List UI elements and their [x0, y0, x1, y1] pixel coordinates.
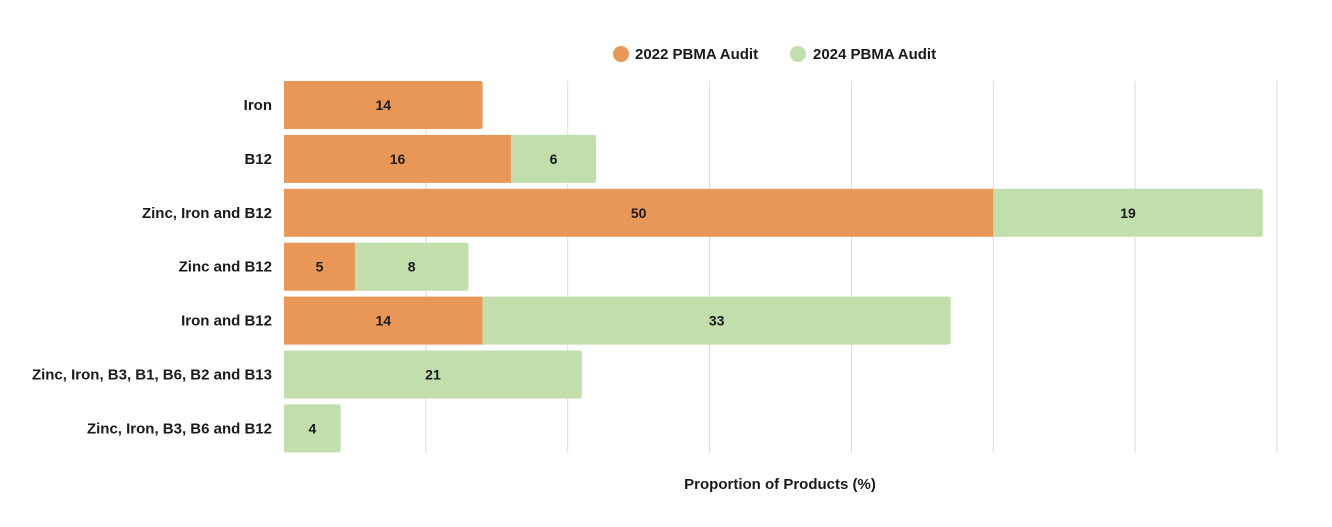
bar-2024-zinc-iron-and-b12[interactable] [993, 188, 1263, 237]
category-labels: Iron B12 Zinc, Iron and B12 Zinc and B12 Iro… [32, 97, 272, 437]
value-label-2024-zinc-iron-and-b12: 19 [1120, 205, 1136, 221]
value-label-2022-iron: 14 [376, 97, 392, 113]
value-label-2022-b12: 16 [390, 151, 406, 167]
category-label-zinc-iron-b3-b1-b6-b2-and-b13: Zinc, Iron, B3, B1, B6, B2 and B13 [32, 367, 272, 384]
legend: 2022 PBMA Audit 2024 PBMA Audit [613, 46, 936, 63]
category-label-iron: Iron [244, 97, 272, 114]
category-label-zinc-iron-b3-b6-and-b12: Zinc, Iron, B3, B6 and B12 [87, 420, 272, 437]
category-label-zinc-iron-and-b12: Zinc, Iron and B12 [142, 205, 272, 222]
bar-2024-zinc-iron-b3-b6-and-b12[interactable] [284, 404, 341, 453]
x-axis-title: Proportion of Products (%) [684, 476, 876, 493]
legend-item-2024[interactable]: 2024 PBMA Audit [790, 46, 936, 63]
bar-2024-zinc-and-b12[interactable] [354, 242, 469, 291]
bar-2022-zinc-iron-and-b12[interactable] [284, 188, 994, 237]
category-label-zinc-and-b12: Zinc and B12 [179, 259, 272, 276]
bar-2022-iron[interactable] [284, 81, 483, 129]
category-label-b12: B12 [244, 151, 272, 168]
value-label-2024-zinc-iron-b3-b6-and-b12: 4 [308, 420, 316, 436]
bar-2024-zinc-iron-b3-b1-b6-b2-and-b13[interactable] [284, 350, 582, 399]
value-label-2024-iron-and-b12: 33 [709, 313, 725, 329]
legend-item-2022[interactable]: 2022 PBMA Audit [613, 46, 758, 63]
value-label-2024-zinc-iron-b3-b1-b6-b2-and-b13: 21 [425, 367, 441, 383]
bars [284, 81, 1263, 453]
bar-2024-iron-and-b12[interactable] [482, 296, 951, 345]
value-label-2024-zinc-and-b12: 8 [408, 259, 416, 275]
legend-swatch-2024 [790, 46, 806, 62]
bar-2022-zinc-and-b12[interactable] [284, 242, 355, 291]
value-label-2022-zinc-iron-and-b12: 50 [631, 205, 647, 221]
legend-label-2024: 2024 PBMA Audit [813, 46, 936, 63]
value-label-2022-iron-and-b12: 14 [376, 313, 392, 329]
bar-2022-iron-and-b12[interactable] [284, 296, 483, 345]
legend-label-2022: 2022 PBMA Audit [635, 46, 758, 63]
value-labels: 14 16 6 50 19 5 8 14 33 21 4 [308, 97, 1136, 436]
legend-swatch-2022 [613, 46, 629, 62]
value-label-2022-zinc-and-b12: 5 [316, 259, 324, 275]
bar-2022-b12[interactable] [284, 134, 511, 183]
bar-2024-b12[interactable] [510, 134, 597, 183]
value-label-2024-b12: 6 [550, 151, 558, 167]
category-label-iron-and-b12: Iron and B12 [181, 313, 272, 330]
